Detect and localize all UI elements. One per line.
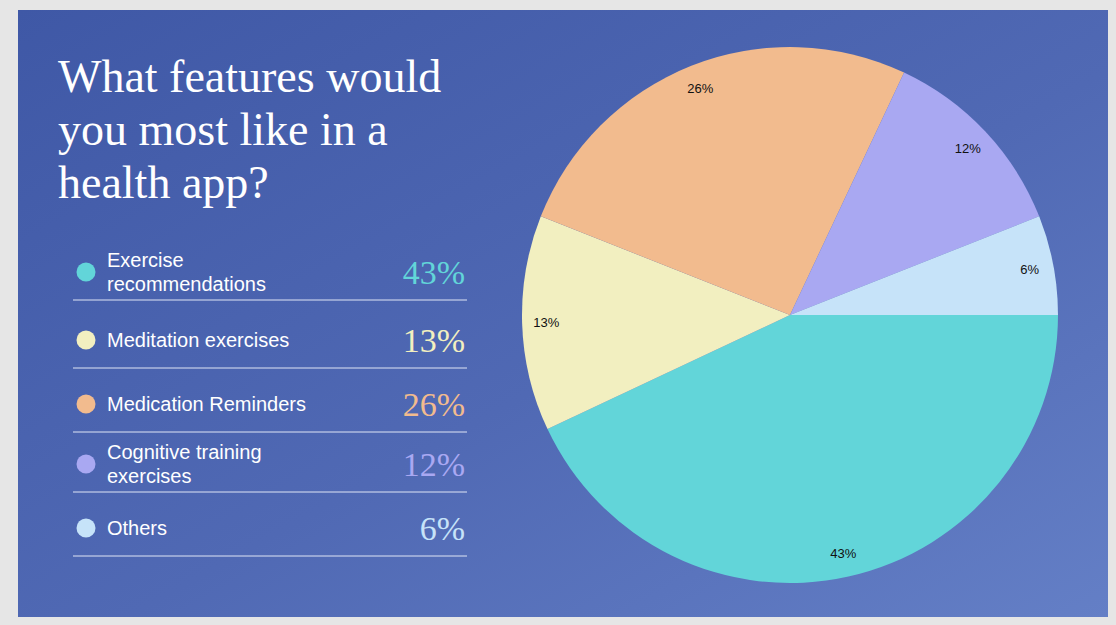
legend-rule <box>73 368 467 369</box>
text-line: recommendations <box>107 273 266 295</box>
text-line: What features would <box>58 51 441 102</box>
title: What features wouldyou most like in ahea… <box>58 51 441 208</box>
legend-value: 6% <box>420 510 465 547</box>
legend-swatch <box>77 455 96 474</box>
slice <box>790 216 1058 315</box>
pie <box>522 47 1058 583</box>
legend-value: 43% <box>403 254 465 291</box>
legend-rule <box>73 432 467 433</box>
legend-value: 13% <box>403 322 465 359</box>
text-line: you most like in a <box>58 104 388 155</box>
legend-label: Meditation exercises <box>107 329 289 351</box>
text-line: exercises <box>107 465 191 487</box>
data-label: 12% <box>955 141 981 156</box>
legend-item: Meditation exercises 13% <box>73 322 467 368</box>
legend-rule <box>73 300 467 301</box>
text-line: Exercise <box>107 249 184 271</box>
legend-swatch <box>77 331 96 350</box>
legend-value: 12% <box>403 446 465 483</box>
legend-value: 26% <box>403 386 465 423</box>
text-line: Medication Reminders <box>107 393 306 415</box>
legend-rule <box>73 556 467 557</box>
text-line: Meditation exercises <box>107 329 289 351</box>
chart: What features wouldyou most like in ahea… <box>0 0 1116 625</box>
legend-label: Others <box>107 517 167 539</box>
legend-swatch <box>77 263 96 282</box>
legend: Exerciserecommendations 43% Meditation exe… <box>73 249 467 556</box>
text-line: Others <box>107 517 167 539</box>
text-line: health app? <box>58 157 269 208</box>
frame <box>0 0 1116 625</box>
legend-swatch <box>77 395 96 414</box>
legend-label: Cognitive trainingexercises <box>107 441 262 487</box>
text-line: Cognitive training <box>107 441 262 463</box>
data-label: 6% <box>1020 262 1039 277</box>
legend-item: Exerciserecommendations 43% <box>73 249 467 300</box>
legend-label: Exerciserecommendations <box>107 249 266 295</box>
legend-item: Medication Reminders 26% <box>73 386 467 432</box>
data-label: 26% <box>687 81 713 96</box>
background <box>18 10 1108 617</box>
legend-swatch <box>77 519 96 538</box>
slice-labels: 43% 13% 26% 12% 6% <box>533 81 1039 561</box>
legend-label: Medication Reminders <box>107 393 306 415</box>
data-label: 13% <box>533 315 559 330</box>
data-label: 43% <box>830 546 856 561</box>
legend-item: Others 6% <box>73 510 467 556</box>
legend-item: Cognitive trainingexercises 12% <box>73 441 467 492</box>
legend-rule <box>73 492 467 493</box>
